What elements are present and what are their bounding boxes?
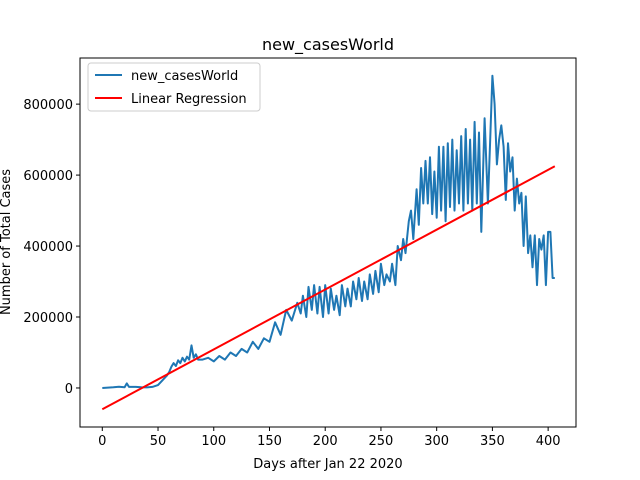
x-tick-label: 50	[150, 434, 167, 449]
y-tick-label: 200000	[23, 311, 73, 326]
legend: new_casesWorld Linear Regression	[87, 62, 261, 112]
y-axis-ticks: 0 200000 400000 600000 800000	[23, 98, 80, 397]
legend-box	[87, 62, 261, 112]
axes-frame	[79, 57, 577, 428]
y-tick-label: 0	[65, 382, 73, 397]
x-axis-ticks: 0 50 100 150 200 250 300 350 400	[98, 427, 561, 449]
chart-title: new_casesWorld	[262, 35, 394, 55]
x-tick-label: 300	[424, 434, 449, 449]
x-axis-label: Days after Jan 22 2020	[253, 457, 402, 472]
x-tick-label: 150	[257, 434, 282, 449]
series-line-new-cases	[102, 74, 555, 389]
x-tick-label: 350	[480, 434, 505, 449]
regression-line	[101, 165, 556, 411]
y-tick-label: 400000	[23, 240, 73, 255]
x-tick-label: 0	[98, 434, 106, 449]
legend-label-new-cases: new_casesWorld	[131, 69, 238, 84]
legend-label-regression: Linear Regression	[131, 92, 247, 107]
plot-area	[79, 57, 577, 428]
x-tick-label: 100	[201, 434, 226, 449]
x-tick-label: 400	[536, 434, 561, 449]
y-tick-label: 600000	[23, 169, 73, 184]
y-tick-label: 800000	[23, 98, 73, 113]
x-tick-label: 250	[369, 434, 394, 449]
x-tick-label: 200	[313, 434, 338, 449]
y-axis-label: Number of Total Cases	[0, 169, 14, 315]
